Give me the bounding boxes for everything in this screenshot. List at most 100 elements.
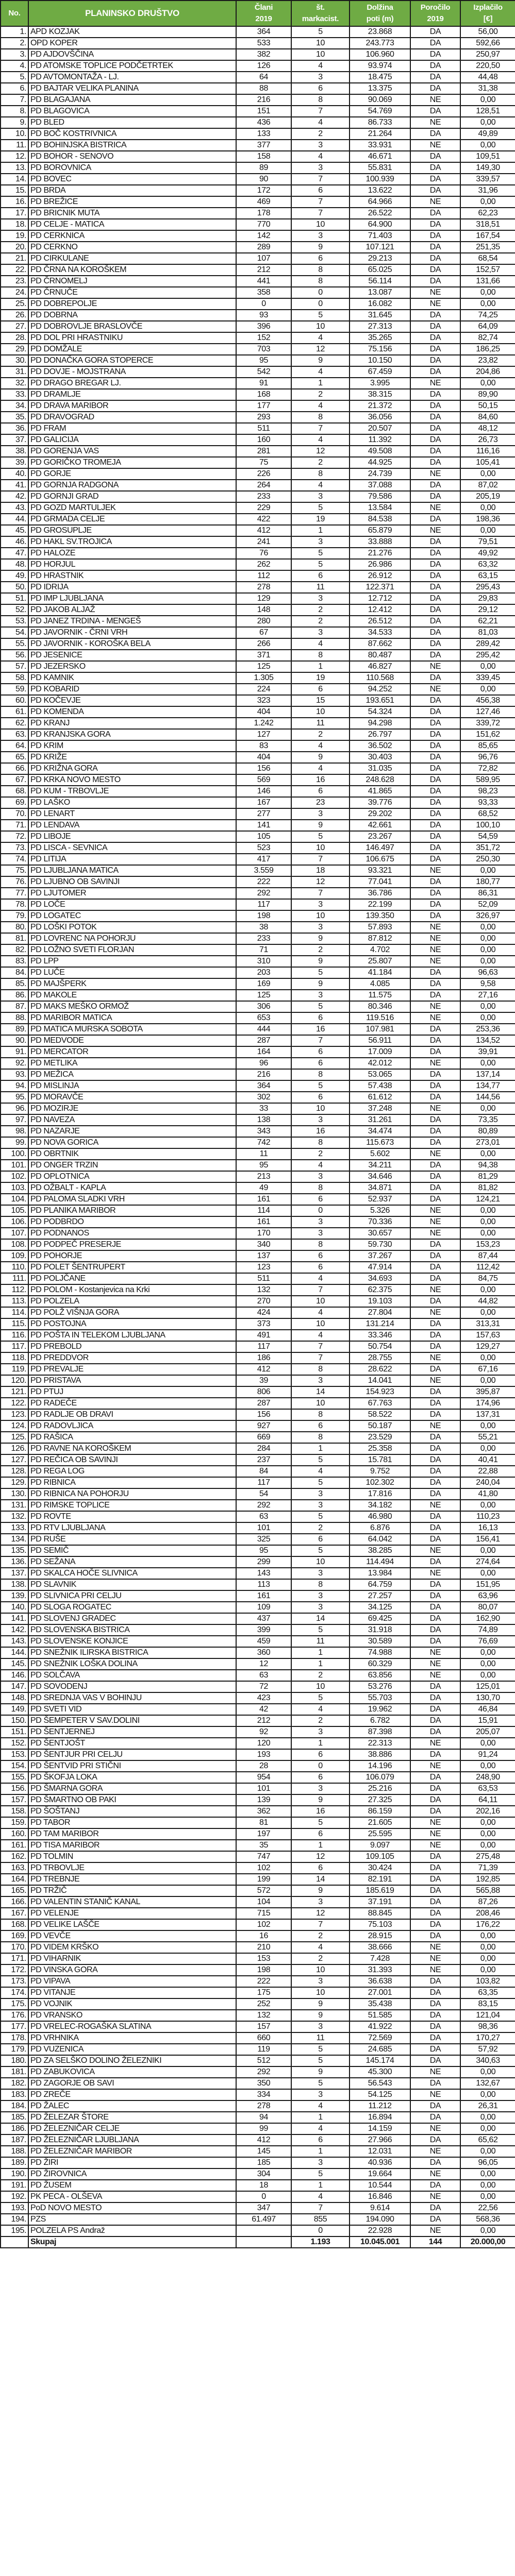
cell-izplacilo: 93,33 — [460, 796, 515, 809]
table-row: 96. PD MOZIRJE 33 10 37.248 NE 0,00 — [0, 1103, 515, 1115]
table-row: 59. PD KOBARID 224 6 94.252 NE 0,00 — [0, 683, 515, 696]
cell-clani: 396 — [236, 320, 292, 333]
cell-markacisti: 5 — [291, 1454, 350, 1466]
cell-porocilo: DA — [410, 275, 461, 287]
table-row: 1. APD KOZJAK 364 5 23.868 DA 56,00 — [0, 26, 515, 38]
table-row: 177. PD VRELEC-ROGAŠKA SLATINA 157 3 41.922 D… — [0, 2021, 515, 2033]
cell-no: 84. — [0, 967, 29, 979]
cell-porocilo: DA — [410, 1409, 461, 1421]
table-row: 138. PD SLAVNIK 113 8 64.759 DA 151,95 — [0, 1579, 515, 1591]
cell-markacisti: 16 — [291, 774, 350, 786]
cell-dolzina: 34.646 — [349, 1171, 411, 1183]
cell-no: 65. — [0, 751, 29, 764]
cell-markacisti: 3 — [291, 1499, 350, 1512]
cell-clani: 160 — [236, 434, 292, 446]
cell-porocilo: NE — [410, 1828, 461, 1840]
cell-markacisti: 5 — [291, 1511, 350, 1523]
cell-porocilo: DA — [410, 536, 461, 548]
cell-markacisti: 1 — [291, 1647, 350, 1659]
cell-no: 108. — [0, 1239, 29, 1251]
cell-clani: 224 — [236, 683, 292, 696]
cell-porocilo: DA — [410, 320, 461, 333]
cell-no: 145. — [0, 1658, 29, 1670]
cell-name: PD VRELEC-ROGAŠKA SLATINA — [28, 2021, 237, 2033]
cell-name: PD ŠENTJOŠT — [28, 1737, 237, 1750]
cell-clani: 138 — [236, 1114, 292, 1126]
cell-dolzina: 86.733 — [349, 116, 411, 129]
cell-izplacilo: 153,23 — [460, 1239, 515, 1251]
cell-markacisti: 4 — [291, 332, 350, 344]
cell-izplacilo: 0,00 — [460, 683, 515, 696]
table-row: 98. PD NAZARJE 343 16 34.474 DA 80,89 — [0, 1125, 515, 1138]
table-row: 107. PD PODNANOS 170 3 30.657 NE 0,00 — [0, 1227, 515, 1240]
cell-izplacilo: 240,04 — [460, 1477, 515, 1489]
cell-dolzina: 107.981 — [349, 1023, 411, 1036]
cell-clani: 806 — [236, 1386, 292, 1398]
cell-clani: 18 — [236, 2179, 292, 2192]
cell-name: PD BLED — [28, 116, 237, 129]
cell-clani: 377 — [236, 139, 292, 151]
cell-dolzina: 24.739 — [349, 468, 411, 480]
cell-dolzina: 90.069 — [349, 94, 411, 106]
cell-porocilo: DA — [410, 1703, 461, 1716]
cell-no: 80. — [0, 921, 29, 934]
cell-markacisti: 5 — [291, 1692, 350, 1704]
cell-name: PD ZABUKOVICA — [28, 2066, 237, 2078]
cell-no: 33. — [0, 388, 29, 401]
cell-dolzina: 4.702 — [349, 944, 411, 956]
cell-clani — [236, 2225, 292, 2237]
cell-izplacilo: 29,12 — [460, 604, 515, 616]
cell-izplacilo: 62,23 — [460, 207, 515, 219]
cell-dolzina: 57.438 — [349, 1080, 411, 1092]
cell-izplacilo: 0,00 — [460, 944, 515, 956]
cell-name: PD SLOVENJ GRADEC — [28, 1613, 237, 1625]
cell-clani: 362 — [236, 1805, 292, 1818]
cell-no: 64. — [0, 740, 29, 752]
cell-clani: 63 — [236, 1669, 292, 1682]
cell-markacisti: 8 — [291, 1239, 350, 1251]
cell-izplacilo: 46,84 — [460, 1703, 515, 1716]
cell-name: PD ZAGORJE OB SAVI — [28, 2077, 237, 2090]
cell-porocilo: NE — [410, 298, 461, 310]
cell-dolzina: 122.371 — [349, 581, 411, 594]
total-markacisti: 1.193 — [291, 2236, 350, 2248]
cell-izplacilo: 63,35 — [460, 1987, 515, 1999]
cell-porocilo: NE — [410, 1669, 461, 1682]
cell-porocilo: DA — [410, 581, 461, 594]
table-row: 30. PD DONAČKA GORA STOPERCE 95 9 10.150 DA 23… — [0, 354, 515, 367]
cell-porocilo: DA — [410, 422, 461, 435]
cell-izplacilo: 63,53 — [460, 1783, 515, 1795]
cell-izplacilo: 49,92 — [460, 547, 515, 560]
cell-clani: 35 — [236, 1839, 292, 1852]
cell-clani: 277 — [236, 808, 292, 820]
cell-izplacilo: 137,14 — [460, 1069, 515, 1081]
cell-izplacilo: 0,00 — [460, 2168, 515, 2180]
cell-markacisti: 3 — [291, 1590, 350, 1602]
cell-porocilo: DA — [410, 26, 461, 38]
cell-no: 55. — [0, 638, 29, 650]
cell-porocilo: NE — [410, 1352, 461, 1364]
cell-no: 14. — [0, 173, 29, 185]
cell-no: 161. — [0, 1839, 29, 1852]
cell-dolzina: 20.507 — [349, 422, 411, 435]
cell-porocilo: DA — [410, 1397, 461, 1410]
cell-porocilo: DA — [410, 706, 461, 718]
cell-porocilo: DA — [410, 1851, 461, 1863]
cell-porocilo: DA — [410, 989, 461, 1002]
cell-name: PD ČRNOMELJ — [28, 275, 237, 287]
cell-clani: 241 — [236, 536, 292, 548]
cell-izplacilo: 251,35 — [460, 241, 515, 253]
cell-izplacilo: 0,00 — [460, 1941, 515, 1954]
cell-dolzina: 23.267 — [349, 831, 411, 843]
cell-dolzina: 79.586 — [349, 490, 411, 503]
table-row: 3. PD AJDOVŠČINA 382 10 106.960 DA 250,97 — [0, 48, 515, 61]
cell-porocilo: DA — [410, 1182, 461, 1194]
table-row: 65. PD KRIŽE 404 9 30.403 DA 96,76 — [0, 751, 515, 764]
cell-name: PD JESENICE — [28, 649, 237, 662]
cell-no: 179. — [0, 2043, 29, 2056]
cell-izplacilo: 29,83 — [460, 592, 515, 605]
cell-clani: 12 — [236, 1658, 292, 1670]
cell-markacisti: 6 — [291, 570, 350, 582]
cell-name: PD BRICNIK MUTA — [28, 207, 237, 219]
cell-name: PD CIRKULANE — [28, 252, 237, 265]
